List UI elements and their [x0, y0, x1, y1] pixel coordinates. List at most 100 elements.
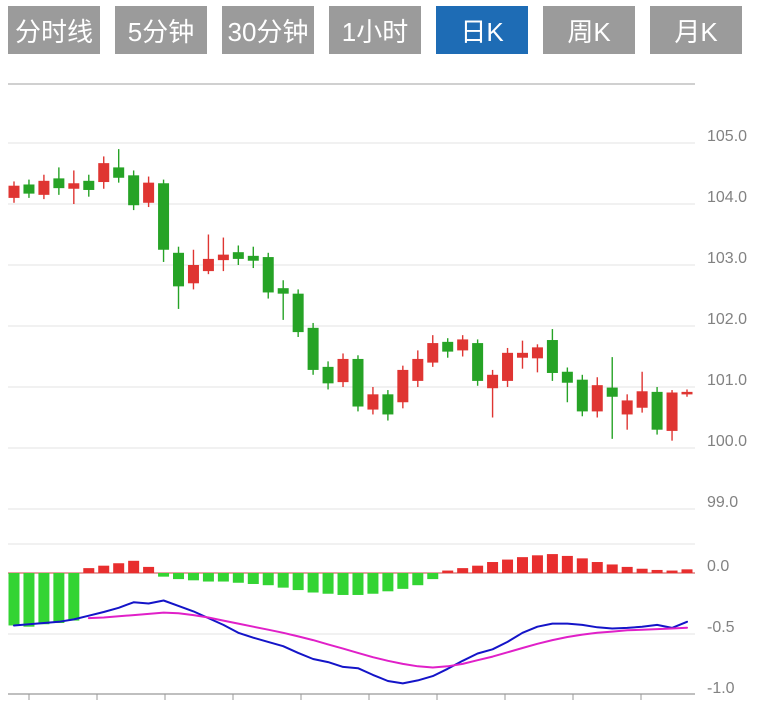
candle-body-down	[23, 184, 35, 194]
macd-histogram-bar	[187, 573, 199, 581]
macd-histogram-bar	[38, 573, 50, 625]
price-axis-label: 104.0	[707, 189, 747, 206]
candle-body-down	[307, 327, 319, 370]
tab-daily-k-active[interactable]: 日K	[436, 6, 528, 54]
candle-body-down	[382, 394, 394, 415]
macd-histogram-bar	[98, 565, 110, 573]
macd-histogram-bar	[68, 573, 80, 621]
macd-histogram-bar	[397, 573, 409, 589]
candle-body-down	[277, 288, 289, 294]
macd-histogram-bar	[202, 573, 214, 582]
tab-weekly-k[interactable]: 周K	[543, 6, 635, 54]
tab-monthly-k[interactable]: 月K	[650, 6, 742, 54]
dea-line	[87, 611, 688, 669]
candle-body-down	[83, 180, 95, 190]
candle-body-up	[367, 394, 379, 410]
macd-histogram-bar	[561, 555, 573, 573]
macd-histogram-bar	[621, 566, 633, 573]
candle-body-down	[352, 358, 364, 407]
macd-histogram-bar	[128, 560, 140, 573]
price-axis-label: 100.0	[707, 433, 747, 450]
macd-axis-label: 0.0	[707, 558, 729, 575]
macd-histogram-bar	[262, 573, 274, 586]
macd-histogram-bar	[337, 573, 349, 595]
candle-body-up	[187, 265, 199, 284]
candle-body-up	[457, 339, 469, 351]
candle-body-up	[636, 391, 648, 408]
macd-histogram-bar	[666, 570, 678, 573]
candle-body-up	[681, 391, 693, 395]
candle-body-down	[128, 175, 140, 206]
candle-body-up	[427, 343, 439, 363]
macd-histogram-bar	[516, 557, 528, 573]
candle-body-down	[606, 387, 618, 397]
candle-body-up	[143, 182, 155, 203]
tab-bar: 分时线 5分钟 30分钟 1小时 日K 周K 月K	[8, 6, 742, 54]
macd-histogram-bar	[651, 569, 663, 573]
candle-body-up	[502, 352, 514, 381]
macd-histogram-bar	[487, 562, 499, 573]
price-axis-label: 101.0	[707, 372, 747, 389]
macd-histogram-bar	[576, 558, 588, 573]
tab-5min[interactable]: 5分钟	[115, 6, 207, 54]
candle-body-up	[8, 185, 20, 198]
candle-body-up	[337, 358, 349, 383]
macd-histogram-bar	[322, 573, 334, 594]
macd-histogram-bar	[8, 573, 20, 626]
dif-line	[13, 599, 688, 685]
macd-histogram-bar	[636, 568, 648, 573]
price-axis-label: 105.0	[707, 128, 747, 145]
macd-histogram-bar	[442, 570, 454, 573]
candle-body-down	[322, 366, 334, 384]
candle-body-up	[487, 374, 499, 389]
candle-body-down	[158, 183, 170, 250]
macd-histogram-bar	[457, 568, 469, 573]
candle-body-up	[412, 358, 424, 381]
macd-histogram-bar	[217, 573, 229, 582]
macd-histogram-bar	[53, 573, 65, 624]
macd-histogram-bar	[232, 573, 244, 583]
tab-minute-line[interactable]: 分时线	[8, 6, 100, 54]
candle-body-down	[561, 371, 573, 383]
macd-histogram-bar	[382, 573, 394, 592]
macd-histogram-bar	[247, 573, 259, 584]
candle-body-down	[173, 252, 185, 287]
macd-histogram-bar	[367, 573, 379, 594]
price-axis-label: 103.0	[707, 250, 747, 267]
candle-body-up	[202, 258, 214, 272]
candle-body-down	[546, 340, 558, 373]
candle-body-up	[516, 352, 528, 358]
macd-histogram-bar	[83, 568, 95, 573]
tab-1hour[interactable]: 1小时	[329, 6, 421, 54]
candle-body-down	[292, 293, 304, 333]
macd-histogram-bar	[472, 565, 484, 573]
candle-body-down	[53, 178, 65, 189]
candle-body-down	[651, 391, 663, 430]
macd-histogram-bar	[292, 573, 304, 591]
macd-histogram-bar	[277, 573, 289, 588]
macd-histogram-bar	[427, 573, 439, 580]
macd-histogram-bar	[412, 573, 424, 586]
tab-30min[interactable]: 30分钟	[222, 6, 314, 54]
candle-body-up	[591, 385, 603, 412]
macd-histogram-bar	[352, 573, 364, 595]
price-axis-label: 102.0	[707, 311, 747, 328]
candle-body-down	[576, 379, 588, 412]
macd-histogram-bar	[173, 573, 185, 580]
candle-body-up	[217, 254, 229, 261]
candle-body-up	[666, 392, 678, 431]
macd-histogram-bar	[307, 573, 319, 593]
candle-body-up	[68, 183, 80, 189]
macd-histogram-bar	[23, 573, 35, 627]
macd-histogram-bar	[591, 562, 603, 573]
candle-body-up	[98, 163, 110, 183]
macd-axis-label: -1.0	[707, 680, 735, 697]
macd-histogram-bar	[681, 569, 693, 573]
macd-histogram-bar	[502, 559, 514, 573]
candle-body-down	[262, 257, 274, 293]
macd-histogram-bar	[531, 555, 543, 573]
candle-body-down	[232, 252, 244, 259]
macd-histogram-bar	[606, 564, 618, 573]
